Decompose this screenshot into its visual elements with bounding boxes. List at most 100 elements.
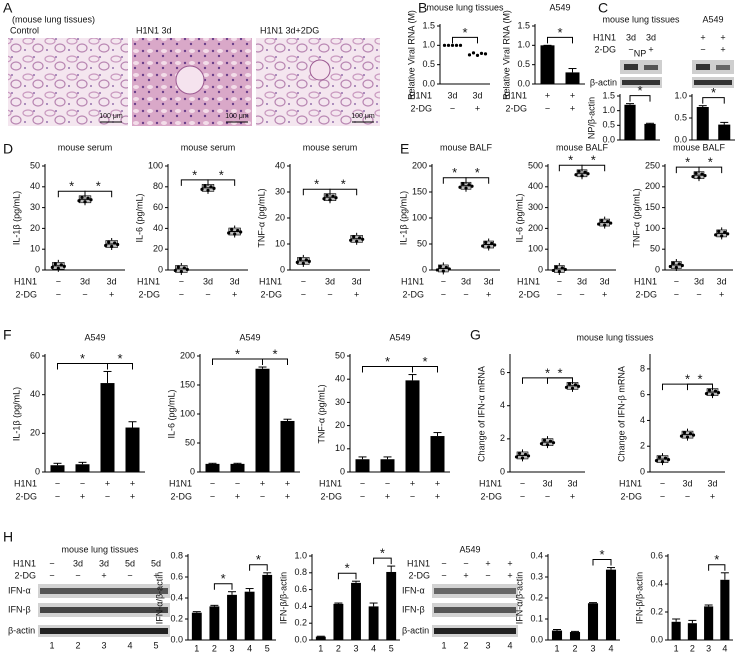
condition-value: −	[545, 491, 550, 501]
lane-label: 5	[153, 640, 158, 650]
histology-feature	[309, 59, 331, 81]
condition-name: H1N1	[14, 478, 37, 488]
bar	[386, 571, 397, 640]
data-point	[710, 392, 715, 397]
y-tick-label: 0	[35, 264, 40, 274]
blot-band	[434, 628, 516, 634]
y-tick-label: 20	[335, 420, 345, 430]
condition-name: H1N1	[517, 276, 540, 286]
condition-value: +	[285, 478, 290, 488]
blot-condition: −	[628, 44, 633, 54]
blot-band	[434, 607, 516, 613]
blot-condition: +	[485, 558, 490, 568]
condition-value: −	[55, 491, 60, 501]
y-tick-label: 0.0	[422, 78, 435, 88]
condition-value: −	[685, 491, 690, 501]
data-point	[361, 237, 365, 241]
condition-value: 3d	[682, 478, 692, 488]
condition-value: −	[260, 491, 265, 501]
significance-label: *	[711, 85, 716, 100]
lane-label: 4	[127, 640, 132, 650]
bar	[50, 465, 65, 472]
x-tick-label: 2	[690, 643, 695, 653]
condition-value: 3d	[577, 276, 587, 286]
y-tick-label: 100	[180, 408, 195, 418]
y-tick-label: 0.5	[674, 112, 687, 122]
blot-condition: +	[153, 570, 158, 580]
data-point	[77, 199, 81, 203]
data-point	[609, 221, 613, 225]
blot-band	[716, 65, 730, 70]
significance-label: *	[422, 354, 427, 369]
condition-name: 2-DG	[410, 103, 432, 113]
condition-value: −	[441, 289, 446, 299]
x-tick-label: 4	[247, 643, 252, 653]
blot-title: A549	[459, 544, 480, 554]
condition-value: +	[475, 103, 480, 113]
condition-name: H1N1	[401, 276, 424, 286]
data-point	[674, 265, 678, 270]
panel-label: E	[400, 141, 409, 157]
condition-name: 2-DG	[480, 491, 502, 501]
data-point	[475, 53, 480, 57]
y-tick-label: 40	[275, 160, 285, 170]
condition-name: 2-DG	[620, 491, 642, 501]
condition-value: 3d	[542, 478, 552, 488]
lane-label: 2	[75, 640, 80, 650]
condition-value: −	[520, 491, 525, 501]
data-point	[514, 455, 519, 459]
blot-band	[696, 64, 710, 70]
data-point	[295, 260, 299, 264]
x-tick-label: 4	[722, 643, 727, 653]
condition-value: −	[360, 491, 365, 501]
data-point	[352, 235, 356, 239]
condition-value: +	[570, 103, 575, 113]
significance-bracket	[213, 583, 233, 590]
y-tick-label: 200	[645, 181, 660, 191]
data-point	[666, 458, 671, 462]
data-point	[700, 172, 704, 176]
data-point	[580, 174, 584, 178]
y-axis-label: TNF-α (pg/mL)	[631, 188, 641, 247]
panel-label: C	[598, 0, 608, 16]
data-point	[726, 232, 730, 236]
data-point	[458, 185, 462, 189]
significance-bracket	[452, 36, 478, 44]
y-tick-label: 50	[650, 244, 660, 254]
blot-band	[434, 588, 516, 594]
condition-value: 3d	[107, 276, 117, 286]
condition-name: 2-DG	[138, 289, 160, 299]
condition-name: 2-DG	[320, 491, 342, 501]
bar	[565, 72, 580, 84]
y-tick-label: 10	[275, 238, 285, 248]
y-tick-label: 6	[500, 367, 505, 377]
y-tick-label: 0.0	[530, 634, 543, 644]
significance-label: *	[557, 25, 562, 40]
condition-name: 2-DG	[260, 289, 282, 299]
blot-condition: +	[507, 570, 512, 580]
y-tick-label: 20	[153, 244, 163, 254]
y-tick-label: 1.0	[294, 550, 307, 560]
blot-band-label: IFN-β	[8, 604, 31, 614]
bar	[430, 436, 445, 472]
blot-condition: 3d	[73, 558, 83, 568]
condition-name: H1N1	[409, 90, 432, 100]
chart-title: mouse BALF	[440, 142, 493, 152]
significance-label: *	[69, 179, 74, 194]
data-point	[227, 231, 231, 235]
x-tick-label: 1	[194, 643, 199, 653]
y-tick-label: 0	[538, 264, 543, 274]
data-point	[307, 259, 311, 263]
scale-bar-label: 100 μm	[99, 113, 123, 120]
condition-value: −	[674, 289, 679, 299]
data-point	[657, 455, 662, 459]
y-axis-label: IFN-β/β-actin	[278, 572, 288, 624]
y-tick-label: 30	[335, 397, 345, 407]
condition-value: −	[55, 478, 60, 488]
panel-label: A	[3, 0, 13, 16]
y-tick-label: 0.2	[294, 618, 307, 628]
data-point	[89, 198, 93, 202]
data-point	[116, 242, 120, 247]
blot-band-label: IFN-α	[402, 585, 425, 595]
